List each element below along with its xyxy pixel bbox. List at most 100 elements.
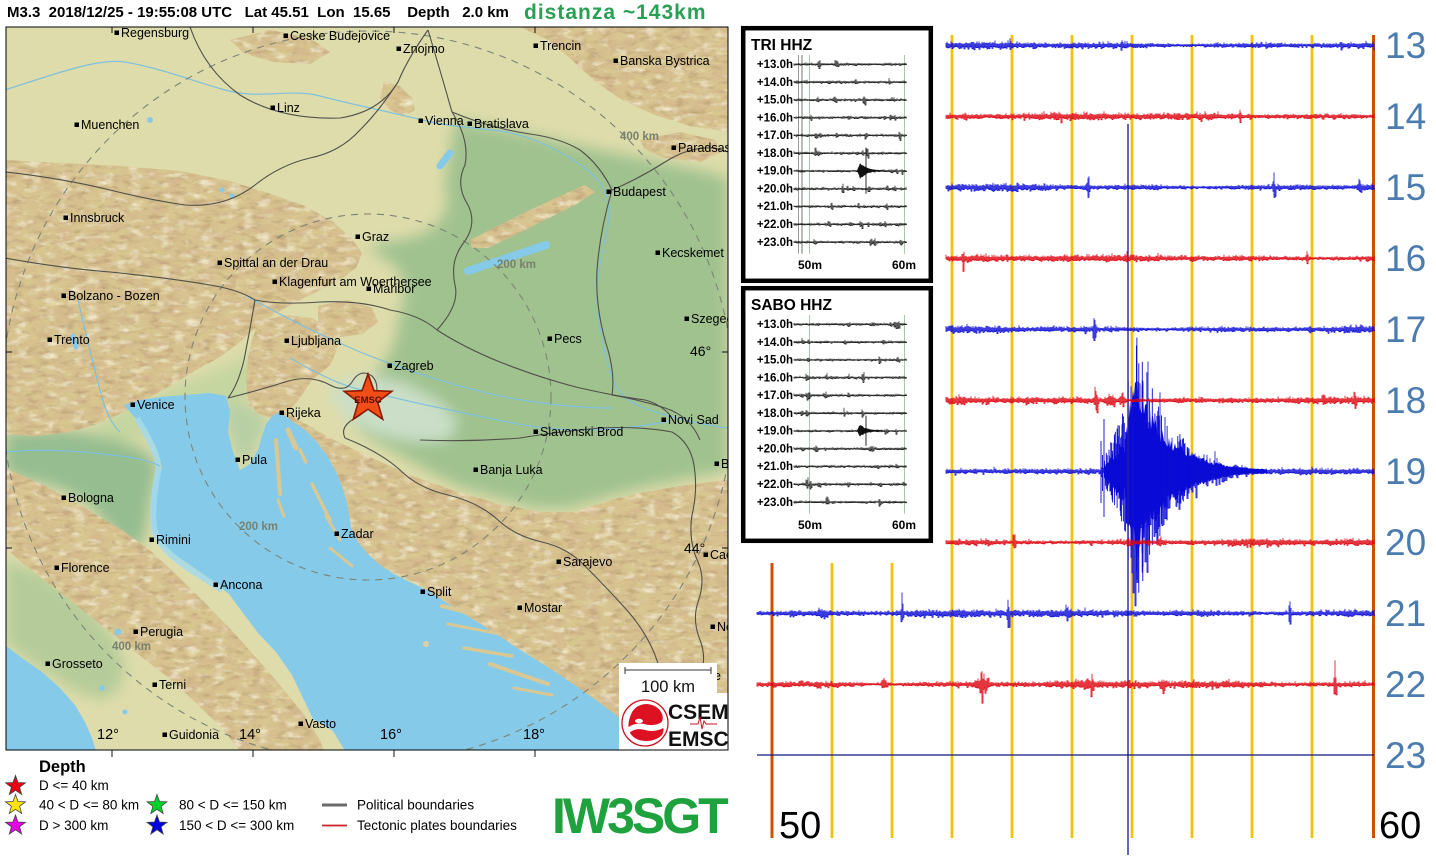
svg-text:60m: 60m [892, 518, 916, 532]
svg-text:Innsbruck: Innsbruck [70, 211, 125, 225]
svg-text:46°: 46° [690, 343, 711, 359]
svg-text:+19.0h: +19.0h [757, 426, 793, 438]
svg-text:Venice: Venice [137, 398, 175, 412]
svg-text:+18.0h: +18.0h [757, 148, 793, 160]
svg-text:Kecskemet: Kecskemet [662, 246, 724, 260]
svg-text:IW3SGT: IW3SGT [552, 788, 728, 844]
svg-text:+16.0h: +16.0h [757, 372, 793, 384]
svg-text:Vasto: Vasto [305, 717, 336, 731]
svg-text:20: 20 [1385, 522, 1426, 563]
svg-text:Pula: Pula [242, 453, 267, 467]
svg-text:Trencin: Trencin [540, 39, 581, 53]
svg-text:EMSC: EMSC [354, 395, 382, 406]
svg-text:Rijeka: Rijeka [286, 406, 321, 420]
svg-text:Sarajevo: Sarajevo [563, 555, 612, 569]
svg-text:12°: 12° [97, 727, 119, 743]
svg-text:+15.0h: +15.0h [757, 355, 793, 367]
svg-text:+17.0h: +17.0h [757, 390, 793, 402]
svg-text:+16.0h: +16.0h [757, 112, 793, 124]
svg-text:Perugia: Perugia [140, 625, 183, 639]
svg-text:100 km: 100 km [641, 678, 695, 696]
svg-text:+21.0h: +21.0h [757, 201, 793, 213]
svg-text:50m: 50m [798, 518, 822, 532]
svg-text:400 km: 400 km [112, 641, 151, 653]
svg-text:+21.0h: +21.0h [757, 461, 793, 473]
svg-text:16°: 16° [380, 727, 402, 743]
svg-text:14°: 14° [239, 727, 261, 743]
svg-text:distanza ~143km: distanza ~143km [524, 1, 707, 24]
svg-text:+13.0h: +13.0h [757, 319, 793, 331]
svg-text:16: 16 [1385, 238, 1426, 279]
svg-text:EMSC: EMSC [668, 728, 729, 751]
svg-text:Banja Luka: Banja Luka [480, 463, 543, 477]
svg-text:Vienna: Vienna [425, 114, 464, 128]
svg-text:Linz: Linz [277, 101, 300, 115]
svg-text:M3.3 2018/12/25 - 19:55:08 UT: M3.3 2018/12/25 - 19:55:08 UTC Lat 45.51… [7, 4, 509, 21]
svg-text:200 km: 200 km [239, 521, 278, 533]
svg-text:Spittal an der Drau: Spittal an der Drau [224, 256, 328, 270]
svg-text:Political boundaries: Political boundaries [357, 798, 474, 813]
svg-text:Bologna: Bologna [68, 491, 114, 505]
svg-text:Klagenfurt am Woerthersee: Klagenfurt am Woerthersee [279, 275, 432, 289]
svg-text:Terni: Terni [159, 678, 186, 692]
svg-text:+15.0h: +15.0h [757, 95, 793, 107]
svg-text:80 < D <= 150 km: 80 < D <= 150 km [179, 798, 287, 813]
svg-text:Muenchen: Muenchen [81, 118, 139, 132]
svg-text:18°: 18° [523, 727, 545, 743]
svg-text:+19.0h: +19.0h [757, 166, 793, 178]
svg-text:Tectonic plates boundaries: Tectonic plates boundaries [357, 818, 517, 833]
svg-text:+13.0h: +13.0h [757, 59, 793, 71]
svg-text:Split: Split [427, 585, 452, 599]
svg-text:Zagreb: Zagreb [394, 359, 434, 373]
svg-text:Regensburg: Regensburg [121, 26, 189, 40]
svg-text:D <= 40 km: D <= 40 km [39, 778, 109, 793]
svg-text:Banska Bystrica: Banska Bystrica [620, 54, 710, 68]
svg-text:18: 18 [1385, 380, 1426, 421]
svg-text:D > 300 km: D > 300 km [39, 818, 108, 833]
svg-text:Maribor: Maribor [373, 282, 415, 296]
svg-text:Mostar: Mostar [524, 601, 562, 615]
svg-text:+22.0h: +22.0h [757, 479, 793, 491]
svg-text:+20.0h: +20.0h [757, 184, 793, 196]
svg-text:+14.0h: +14.0h [757, 77, 793, 89]
svg-text:Depth: Depth [39, 758, 86, 776]
svg-text:+23.0h: +23.0h [757, 237, 793, 249]
svg-text:Paradsas: Paradsas [678, 141, 731, 155]
svg-text:Belgrade: Belgrade [721, 457, 771, 471]
svg-text:Ancona: Ancona [220, 578, 262, 592]
svg-text:Novi Sad: Novi Sad [668, 413, 719, 427]
svg-text:50: 50 [779, 805, 821, 847]
svg-text:Znojmo: Znojmo [403, 42, 445, 56]
svg-text:60m: 60m [892, 258, 916, 272]
svg-text:150 < D <= 300 km: 150 < D <= 300 km [179, 818, 294, 833]
svg-text:22: 22 [1385, 664, 1426, 705]
svg-text:+18.0h: +18.0h [757, 408, 793, 420]
svg-text:+14.0h: +14.0h [757, 337, 793, 349]
svg-text:Trento: Trento [54, 333, 90, 347]
svg-text:+17.0h: +17.0h [757, 130, 793, 142]
svg-text:Bratislava: Bratislava [474, 117, 529, 131]
svg-text:Pecs: Pecs [554, 332, 582, 346]
svg-text:23: 23 [1385, 735, 1426, 776]
svg-text:19: 19 [1385, 451, 1426, 492]
svg-text:Grosseto: Grosseto [52, 657, 103, 671]
svg-text:Ceske Budejovice: Ceske Budejovice [290, 29, 390, 43]
svg-text:e: e [714, 669, 721, 683]
svg-text:Guidonia: Guidonia [169, 728, 219, 742]
svg-text:13: 13 [1385, 25, 1426, 66]
svg-text:TRI HHZ: TRI HHZ [751, 37, 813, 54]
svg-text:44°: 44° [684, 540, 705, 556]
svg-text:14: 14 [1385, 96, 1426, 137]
svg-text:400 km: 400 km [620, 131, 659, 143]
svg-text:60: 60 [1379, 805, 1421, 847]
svg-text:50m: 50m [798, 258, 822, 272]
svg-text:+22.0h: +22.0h [757, 219, 793, 231]
svg-text:21: 21 [1385, 593, 1426, 634]
svg-text:+20.0h: +20.0h [757, 444, 793, 456]
svg-text:Novi Pazar: Novi Pazar [717, 620, 778, 634]
svg-text:CSEM: CSEM [668, 701, 729, 724]
svg-text:40 < D <= 80 km: 40 < D <= 80 km [39, 798, 139, 813]
svg-text:SABO HHZ: SABO HHZ [751, 297, 832, 314]
svg-text:Slavonski Brod: Slavonski Brod [540, 425, 623, 439]
svg-text:Cacak: Cacak [710, 548, 746, 562]
